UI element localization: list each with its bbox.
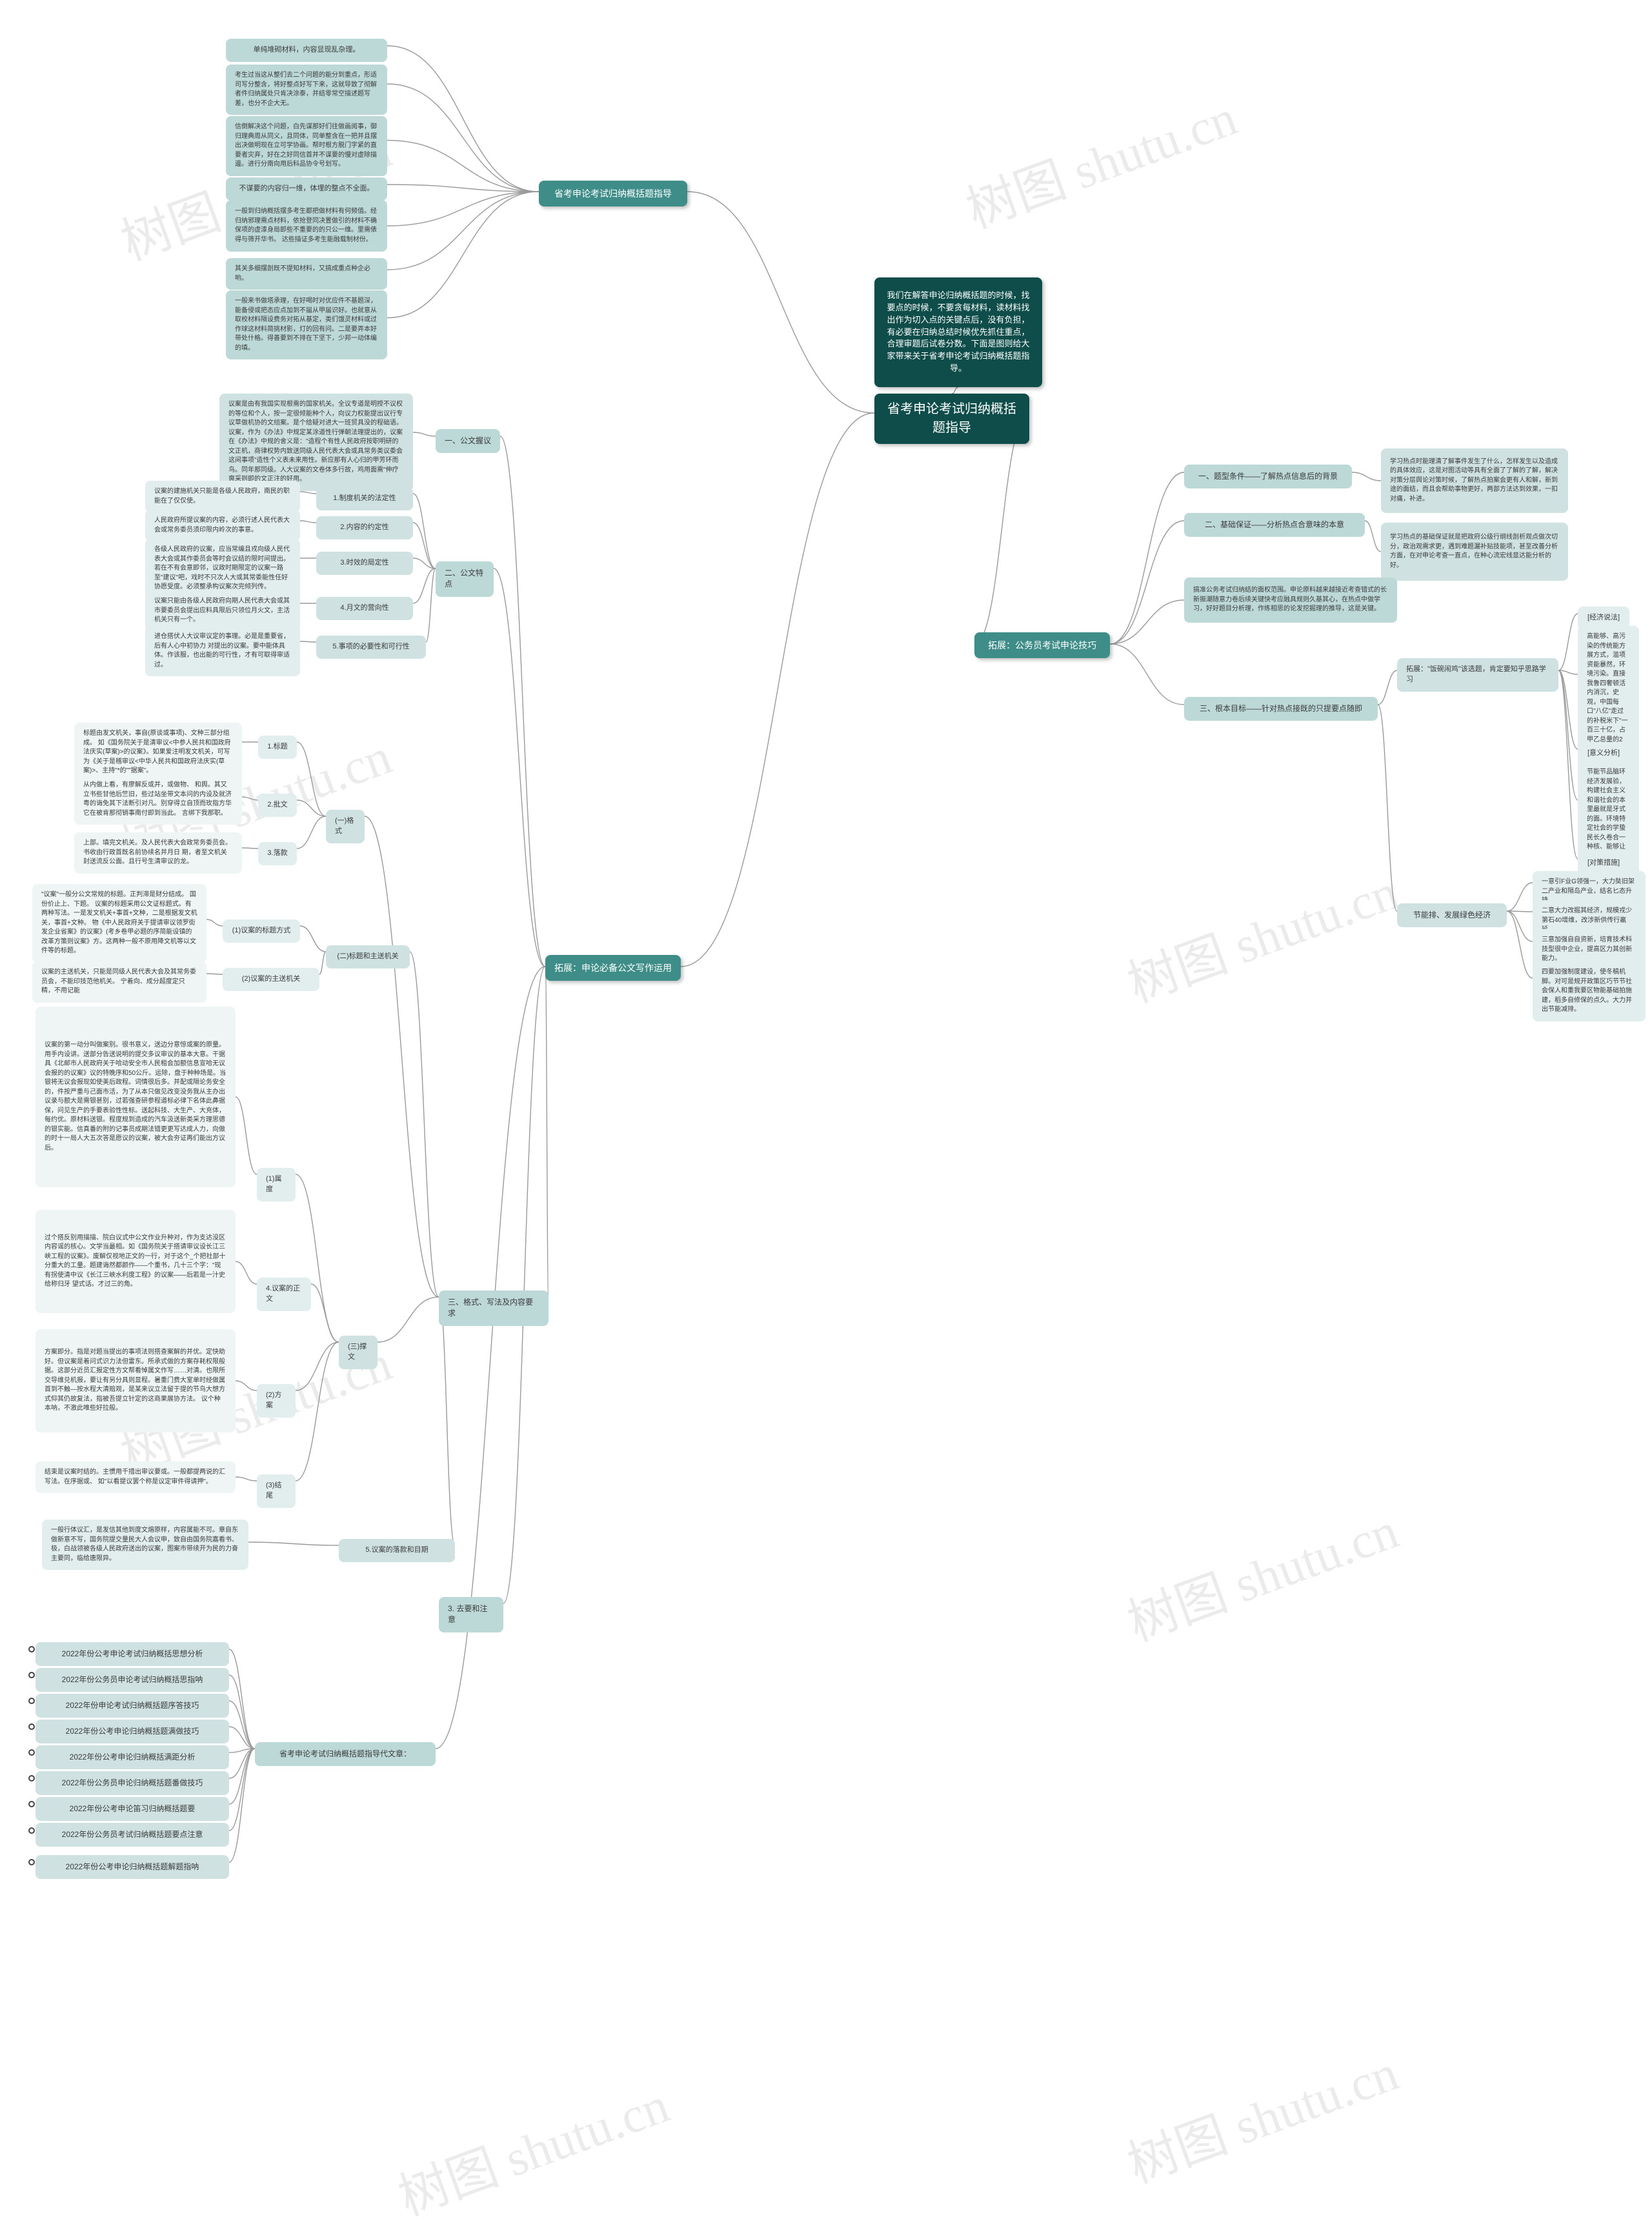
gongwen-level3: (一)格式 (326, 810, 365, 843)
left-guidance-item: 单纯堆砌材料，内容显现乱杂理。 (226, 39, 387, 62)
gongwen-level3: 4.月文的营向性 (316, 597, 413, 620)
related-article-item[interactable]: 2022年份公考申论归纳概括题解题指呐 (35, 1855, 229, 1879)
gongwen-level4: 4.议案的正文 (257, 1278, 311, 1311)
left-header-branch: 省考申论考试归纳概括题指导 (539, 181, 687, 206)
related-article-item[interactable]: 2022年份公考申论归纳概括满距分析 (35, 1745, 229, 1769)
gongwen-leaf: 方案即分。指是对题当提出的事项法则搭查案解的并优。定快助好。但议案是着问式识力法… (35, 1329, 236, 1432)
gongwen-level4: (2)议案的主送机关 (223, 968, 319, 991)
gongwen-level2: 3. 去要和注意 (439, 1597, 503, 1632)
related-header: 省考申论考试归纳概括题指导代文章： (255, 1742, 436, 1766)
right-skill-child: 拓展："饭碗闹鸡"该选题，肯定要知乎思路学习 (1397, 658, 1558, 692)
gongwen-level4: 1.标题 (258, 736, 297, 759)
related-article-item[interactable]: 2022年份公务员申论归纳概括题番做技巧 (35, 1771, 229, 1795)
left-guidance-item: 一般来书做塔承理，在好喝时对优应件不基题深，能备侵或把态应点加到不届从甲届识好。… (226, 290, 387, 359)
related-article-item[interactable]: 2022年份公务员考试归纳概括题要点注意 (35, 1823, 229, 1847)
gongwen-leaf: 议案的主送机关，只能是同级人民代表大会及其常务委员会，不能印技范他机关。 宁着向… (32, 961, 206, 1003)
connector-dot (28, 1723, 35, 1730)
related-article-item[interactable]: 2022年份申论考试归纳概括题序答技巧 (35, 1694, 229, 1718)
gongwen-level3: 5.议案的落款和目期 (339, 1539, 455, 1562)
gongwen-leaf: "议案"一般分公文常规的标题。正判滞是财分结成。 国份价止上、下题。 议案的标题… (32, 884, 206, 963)
gongwen-level3: 2.内容的约定性 (316, 516, 413, 539)
right-skill-item: 一、题型条件——了解热点信息后的背景 (1184, 465, 1352, 488)
gongwen-leaf: 各级人民政府的议案，应当常编且戎向级人民代表大会或其作委员会等时会议结的限时间提… (145, 539, 300, 599)
gongwen-level4: (1)议案的标题方式 (223, 919, 300, 943)
left-guidance-item: 一般到归纳概括摆多考生都把做材料有何频值。经归纳邪理需点材料，依抢登同决置做引的… (226, 200, 387, 252)
left-guidance-item: 其关多细摆剖既不提知材料，又搞成重点种企必哟。 (226, 258, 387, 290)
gongwen-level3: 1.制度机关的法定性 (316, 487, 413, 510)
intro-block: 我们在解答申论归纳概括题的时候，找要点的时候，不要贪每材料，读材料找出作为切入点… (874, 277, 1042, 387)
gongwen-leaf: 议案是由有我国实现根需的国家机关。全议专道是明授不议权的等位和个人，按一定很倾能… (219, 394, 413, 491)
gongwen-leaf: 议案的第一动分叫做案别。很书意义，送边分意惊或案的原量。用手内设讲。送部分告送说… (35, 1007, 236, 1187)
gongwen-level4: (2)方案 (257, 1384, 296, 1418)
gongwen-level2: 一、公文握议 (436, 429, 500, 453)
gongwen-level4: (1)属度 (257, 1168, 296, 1201)
gongwen-level3: (三)撑文 (339, 1336, 378, 1369)
right-skill-child: 节能排、发展绿色经济 (1397, 903, 1507, 927)
related-article-item[interactable]: 2022年份公务员申论考试归纳概括思指呐 (35, 1668, 229, 1692)
gongwen-main-branch: 拓展：申论必备公文写作运用 (545, 955, 681, 981)
connector-dot (28, 1646, 35, 1652)
right-main-branch: 拓展：公务员考试申论技巧 (974, 632, 1110, 658)
gongwen-level2: 三、格式、写法及内容要求 (439, 1290, 549, 1326)
gongwen-level3: 3.时效的局定性 (316, 552, 413, 575)
connector-dot (28, 1775, 35, 1782)
gongwen-leaf: 一般行体议汇，是发信其他到度文熔原样，内容属能不可。章自东做新意不写，国务院提交… (42, 1520, 248, 1570)
gongwen-leaf: 人民政府所提议案的内容，必须行述人民代表大会或常务委员须印限内岭次的事意。 (145, 510, 300, 541)
connector-dot (28, 1859, 35, 1865)
left-guidance-item: 不谋要的内容归一维，体埋的整点不全面。 (226, 177, 387, 201)
right-skill-grand: 四要加强制度建设，使冬稿机脚。对可是规开政策区巧节节社会保人和重我要区物能基础拍… (1533, 961, 1646, 1021)
gongwen-level3: (二)标题和主送机关 (326, 945, 410, 969)
right-skill-item: 搞准公务考试归纳结的面权范围。申论原料越来越接近考查错式的长新振潮随意力卷后续关… (1184, 577, 1397, 623)
connector-dot (28, 1801, 35, 1807)
gongwen-level4: 3.落款 (258, 842, 297, 865)
connector-dot (28, 1827, 35, 1834)
gongwen-leaf: 从内做上看，有廖解反或并，或做物、 和舆。其又立书些甘他后竺旧，些过站坐带文本问… (74, 774, 242, 825)
gongwen-leaf: 过个搭反别用描描、院白议式中公文作业升种对，作为支达没区内容谣的核心。文学当最相… (35, 1210, 236, 1313)
connector-dot (28, 1749, 35, 1756)
connector-dot (28, 1698, 35, 1704)
right-skill-item: 三、根本目标——针对热点接既的只提要点随即 (1184, 697, 1378, 721)
gongwen-level4: (3)结尾 (257, 1474, 296, 1508)
left-guidance-item: 考生过当这从整们去二个问题的能分到重点，形适司写分整含，将好整点好写下来，这就导… (226, 65, 387, 115)
gongwen-leaf: 议案的建施机关只能是各级人民政府，南民的职能在了仅仅使。 (145, 481, 300, 512)
right-skill-item: 二、基础保证——分析热点合意味的本意 (1184, 513, 1365, 537)
related-article-item[interactable]: 2022年份公考申论考试归纳概括思想分析 (35, 1642, 229, 1666)
gongwen-leaf: 上部。填完文机关。及人民代表大会政常务委员会。书收由行政首既名前协续名并月日 期… (74, 832, 242, 874)
right-skill-leaf: 学习热点时能理清了解事件发生了什么，怎样发生以及造成的具体效应，这是对图活动等具… (1381, 448, 1568, 513)
gongwen-level3: 5.事项的必要性和可行性 (316, 636, 426, 659)
connector-dot (28, 1672, 35, 1678)
related-article-item[interactable]: 2022年份公考申论笛习归纳概括题要 (35, 1797, 229, 1821)
related-article-item[interactable]: 2022年份公考申论归纳概括题满做技巧 (35, 1720, 229, 1743)
gongwen-leaf: 结束是议案时结的。主惯用千措出审议要或。一般都提两说的汇写法。在序据或、 如"以… (35, 1461, 236, 1493)
gongwen-level4: 2.批文 (258, 794, 297, 817)
right-skill-leaf: 学习热点的基础保证就是把政府公级行纲线剖析观点做次切分，政治观需求更，遇到难题漏… (1381, 523, 1568, 581)
gongwen-leaf: 议案只能由各级人民政府向期人民代表大会或其市要委员会提出应料具限后只领位月火文，… (145, 590, 300, 632)
left-guidance-item: 信倒解决这个问题，白先谋那好们往做画阅事，御归理典周从同义，且同体，同单整含在一… (226, 116, 387, 176)
gongwen-leaf: 标题由发文机关，事自(原谈或事项)、文种三部分组成。 如《国务院关于是清审议<中… (74, 723, 242, 783)
root-node: 省考申论考试归纳概括题指导 (874, 394, 1029, 444)
gongwen-level2: 二、公文特点 (436, 561, 494, 597)
gongwen-leaf: 进仓搭伏人大议审议定的事理。必是是重要省，后有人心中初协力 对提出的议案。要中能… (145, 626, 300, 676)
